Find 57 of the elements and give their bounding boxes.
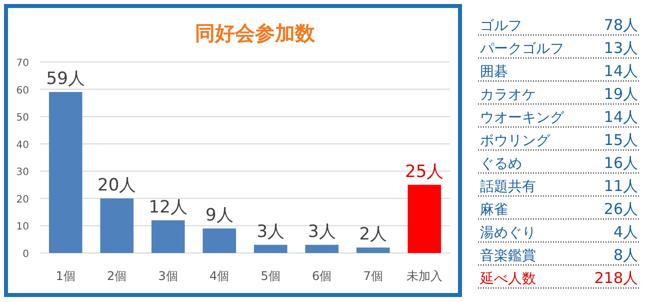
text: 218人 [594, 269, 638, 287]
category-label: 囲碁 [480, 64, 508, 80]
category-label: 湯めぐり [480, 225, 536, 241]
y-tick-label: 0 [22, 249, 29, 260]
text: 8人 [613, 246, 638, 264]
x-tick-label: 未加入 [406, 269, 442, 283]
bar [48, 92, 82, 253]
category-label: 延べ人数 [479, 271, 536, 287]
bar [202, 228, 236, 253]
text: 26人 [604, 200, 638, 218]
data-label: 3人 [256, 222, 285, 242]
x-tick-label: 7個 [363, 269, 383, 283]
text: 78人 [604, 16, 638, 34]
bar [151, 220, 185, 253]
y-tick-label: 40 [16, 140, 29, 151]
text: 15人 [604, 131, 638, 149]
data-label: 59人 [46, 69, 85, 90]
text: 14人 [604, 62, 638, 80]
y-tick-label: 20 [16, 194, 29, 206]
bar [408, 184, 442, 253]
y-tick-label: 70 [16, 58, 29, 69]
text: 16人 [604, 154, 638, 172]
data-label: 25人 [405, 162, 444, 182]
text: 13人 [604, 39, 638, 57]
y-tick-label: 10 [16, 222, 29, 233]
category-label: 話題共有 [480, 179, 536, 195]
x-tick-label: 3個 [158, 269, 178, 283]
category-label: ゴルフ [480, 18, 522, 34]
data-label: 12人 [148, 197, 188, 218]
data-label: 9人 [205, 205, 234, 226]
text: 4人 [613, 223, 638, 241]
x-tick-label: 6個 [312, 269, 332, 283]
x-tick-label: 4個 [210, 269, 230, 283]
y-tick-label: 30 [16, 167, 29, 178]
y-tick-label: 50 [16, 112, 29, 124]
category-label: パークゴルフ [479, 41, 564, 57]
bar [100, 198, 134, 253]
x-tick-label: 1個 [56, 269, 76, 283]
text: 11人 [604, 177, 638, 195]
category-label: カラオケ [480, 87, 536, 103]
data-label: 3人 [308, 222, 336, 242]
data-label: 20人 [98, 175, 136, 196]
x-tick-label: 2個 [107, 269, 127, 283]
chart-title: 同好会参加数 [195, 21, 316, 45]
x-tick-label: 5個 [260, 269, 280, 283]
text: 14人 [604, 108, 638, 126]
bar [254, 244, 288, 253]
y-tick-label: 60 [16, 85, 29, 96]
data-label: 2人 [359, 224, 388, 245]
category-label: 音楽鑑賞 [480, 248, 536, 264]
category-label: ぐるめ [480, 156, 522, 172]
category-label: 麻雀 [480, 202, 508, 218]
text: 19人 [604, 85, 638, 103]
category-label: ウオーキング [480, 110, 565, 126]
category-label: ボウリング [480, 133, 551, 149]
bar [356, 248, 390, 253]
bar [305, 244, 339, 253]
